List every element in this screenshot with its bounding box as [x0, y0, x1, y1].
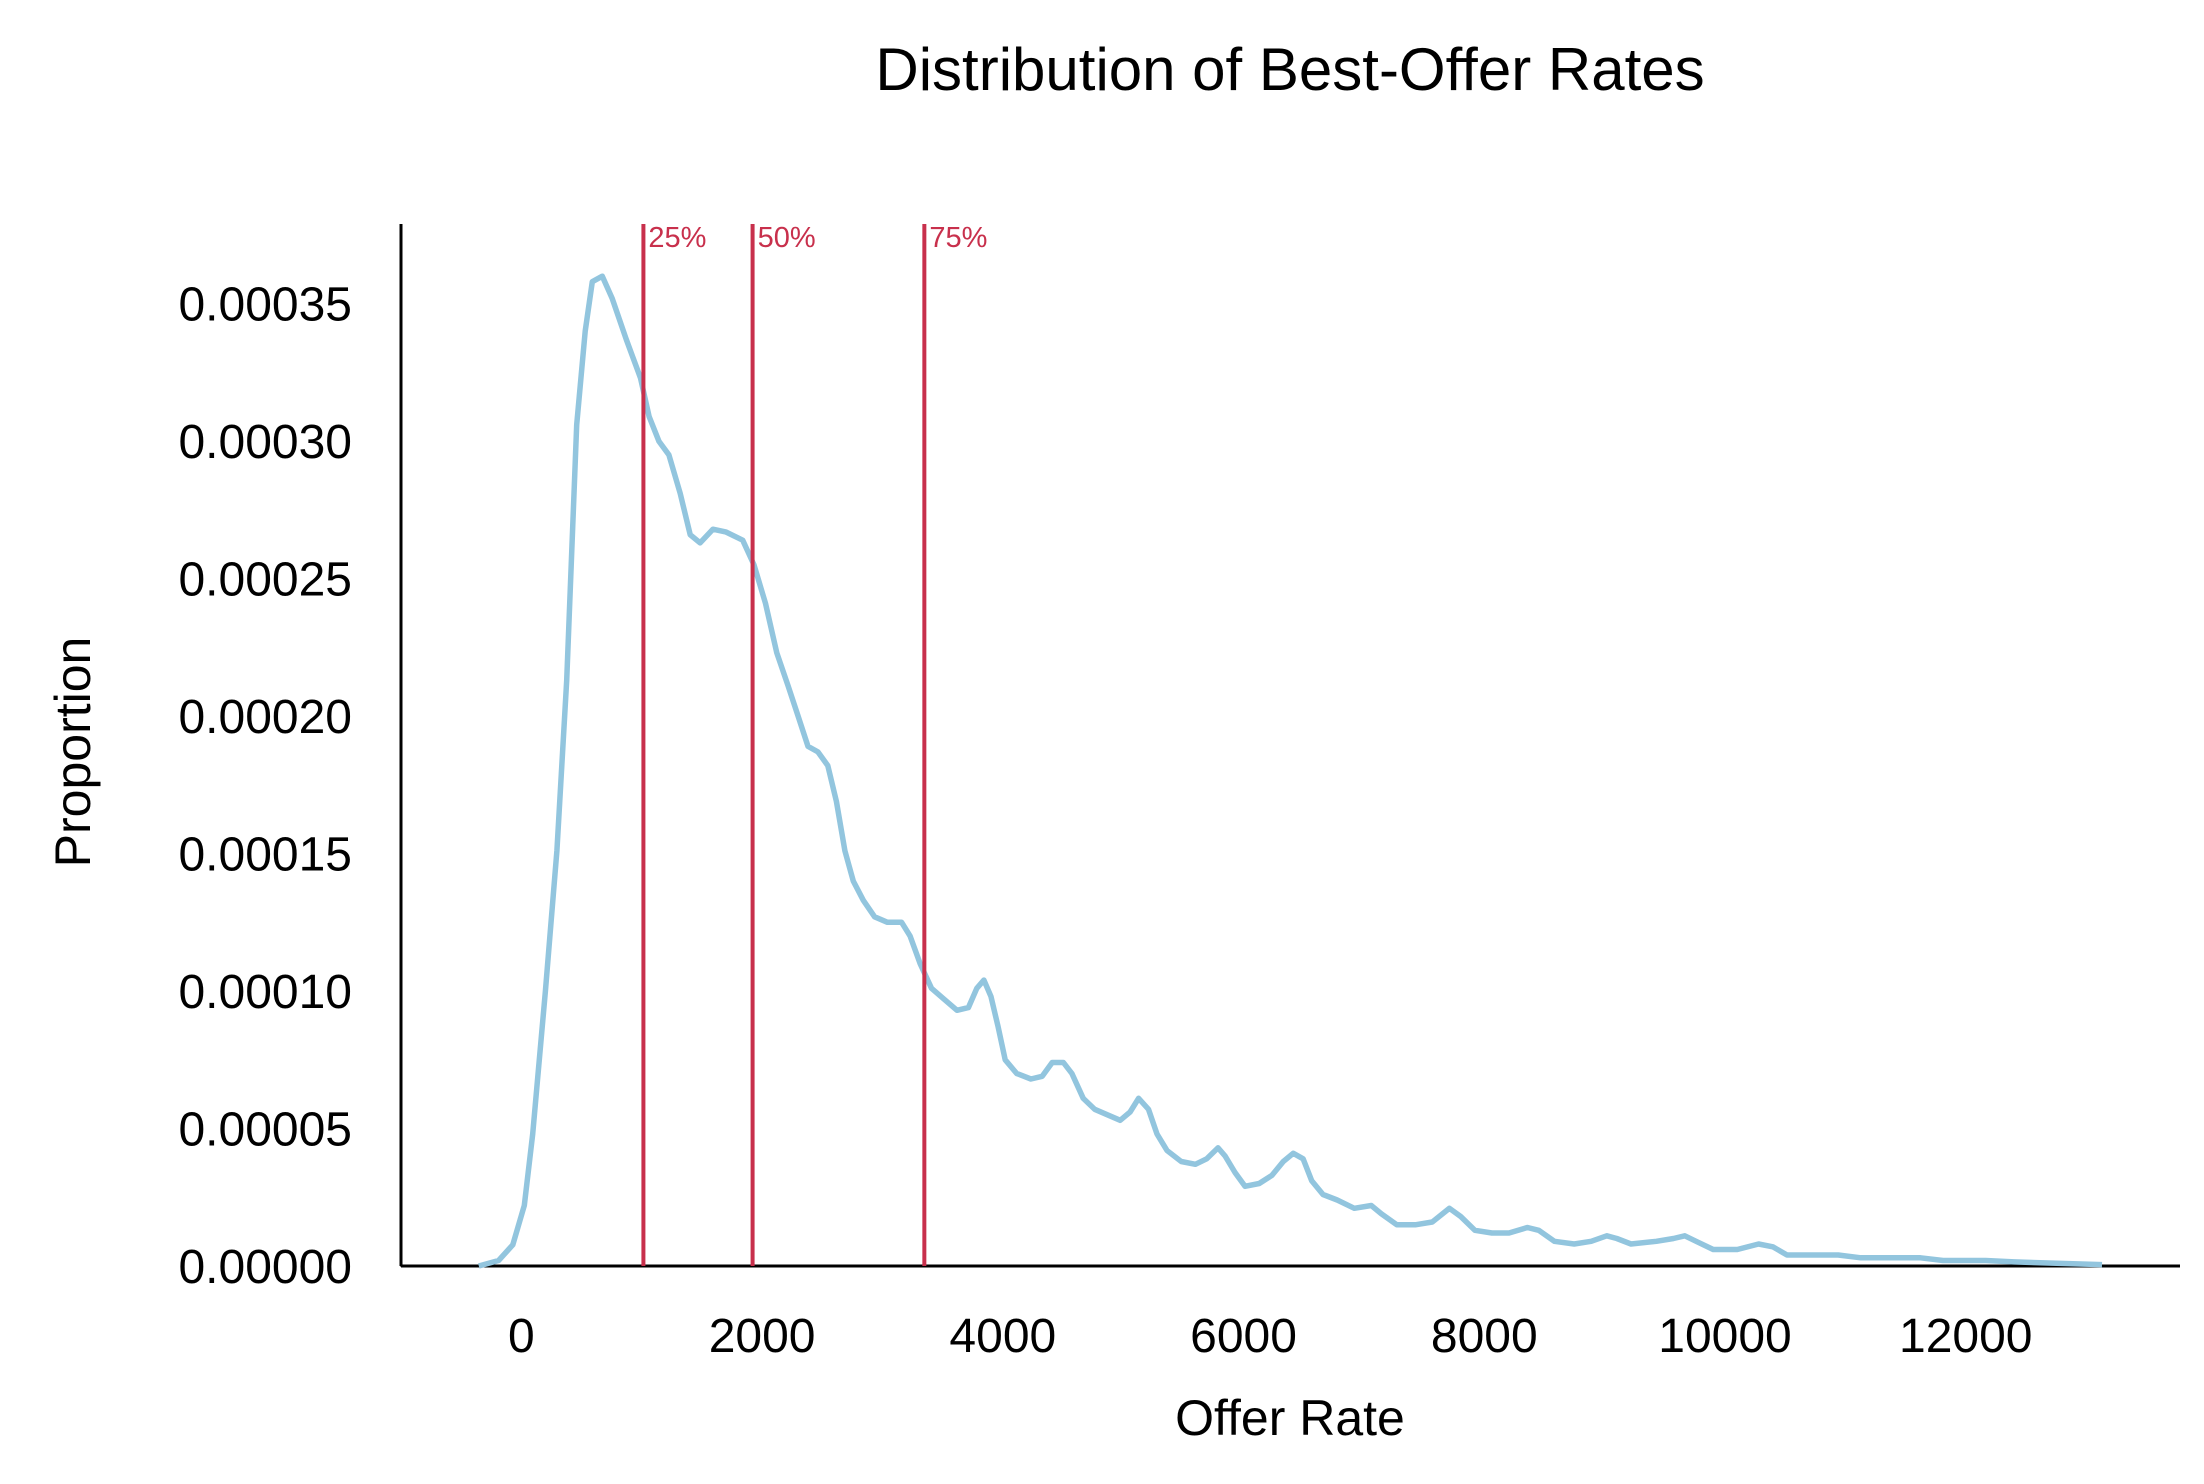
percentile-label: 75% [929, 222, 987, 254]
percentile-label: 50% [758, 222, 816, 254]
y-tick-label: 0.00000 [178, 1241, 352, 1294]
y-tick-label: 0.00030 [178, 416, 352, 469]
y-tick-label: 0.00005 [178, 1104, 352, 1157]
x-tick-label: 0 [508, 1310, 535, 1363]
x-tick-label: 4000 [949, 1310, 1056, 1363]
density-line [478, 273, 2103, 1269]
y-tick-label: 0.00015 [178, 829, 352, 882]
y-tick-label: 0.00025 [178, 554, 352, 607]
x-tick-label: 2000 [709, 1310, 816, 1363]
y-axis-label: Proportion [45, 637, 101, 868]
y-tick-label: 0.00010 [178, 966, 352, 1019]
y-tick-label: 0.00035 [178, 279, 352, 332]
x-tick-label: 12000 [1899, 1310, 2032, 1363]
percentile-label: 25% [648, 222, 706, 254]
y-tick-label: 0.00020 [178, 691, 352, 744]
x-tick-label: 10000 [1658, 1310, 1791, 1363]
chart-title: Distribution of Best-Offer Rates [875, 36, 1704, 103]
x-tick-label: 8000 [1431, 1310, 1538, 1363]
x-axis-label: Offer Rate [1175, 1390, 1405, 1446]
x-tick-label: 6000 [1190, 1310, 1297, 1363]
